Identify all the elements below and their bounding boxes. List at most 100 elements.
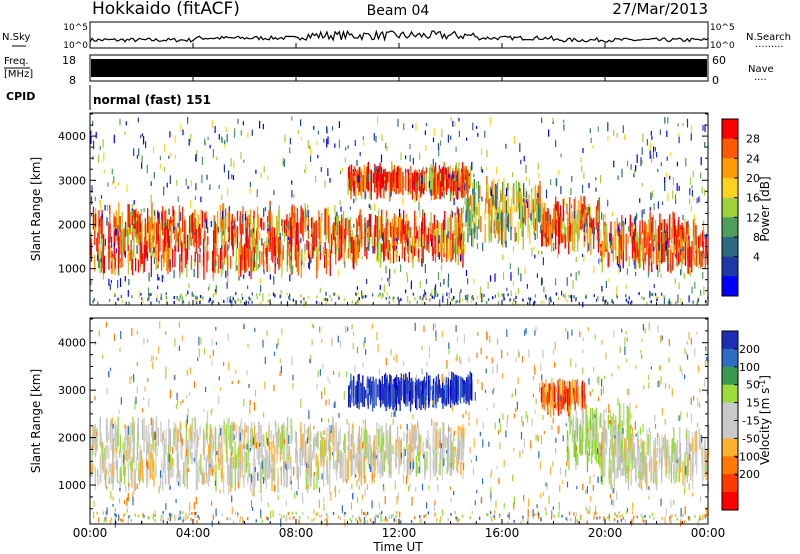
power-scatter-mark: [656, 265, 658, 270]
power-data-mark: [128, 232, 130, 245]
power-scatter-mark: [163, 186, 165, 196]
power-data-mark: [228, 207, 231, 237]
power-scatter-mark: [385, 265, 387, 274]
power-scatter-mark: [553, 222, 555, 230]
power-near-range-mark: [343, 298, 346, 302]
power-data-mark: [420, 227, 422, 247]
power-data-mark: [301, 208, 304, 232]
velocity-scatter-mark: [660, 376, 662, 385]
power-scatter-mark: [406, 272, 408, 277]
velocity-data-mark: [615, 467, 617, 480]
power-near-range-mark: [141, 297, 143, 301]
velocity-scatter-mark: [698, 402, 701, 408]
power-data-mark: [289, 258, 291, 270]
velocity-data-mark: [194, 429, 196, 459]
power-data-mark: [493, 196, 495, 209]
velocity-scatter-mark: [658, 366, 661, 371]
velocity-data-mark: [260, 461, 262, 492]
power-data-mark: [103, 234, 105, 251]
power-scatter-mark: [90, 130, 92, 135]
power-scatter-mark: [397, 118, 399, 127]
power-near-range-mark: [371, 293, 374, 297]
power-data-mark: [455, 165, 457, 196]
power-near-range-mark: [669, 301, 671, 305]
velocity-scatter-mark: [329, 431, 331, 440]
power-near-range-mark: [93, 298, 95, 301]
velocity-scatter-mark: [175, 499, 177, 503]
power-data-mark: [662, 231, 665, 244]
power-scatter-mark: [227, 244, 229, 251]
velocity-data-mark: [296, 450, 298, 478]
velocity-data-mark: [177, 429, 179, 460]
power-scatter-mark: [551, 233, 553, 239]
velocity-data-mark: [656, 435, 659, 446]
power-near-range-mark: [515, 296, 517, 300]
power-scatter-mark: [678, 282, 680, 290]
power-scatter-mark: [533, 247, 535, 251]
velocity-data-mark: [175, 439, 177, 451]
noise-right-tick-bottom: 10^0: [710, 41, 735, 51]
power-data-mark: [339, 234, 341, 255]
power-data-mark: [286, 214, 288, 229]
power-scatter-mark: [320, 167, 322, 172]
power-data-mark: [452, 174, 455, 196]
velocity-data-mark: [451, 441, 453, 466]
power-data-mark: [248, 238, 250, 268]
velocity-data-mark: [640, 437, 642, 449]
power-data-mark: [97, 249, 100, 269]
power-data-mark: [348, 219, 350, 237]
velocity-data-mark: [607, 415, 609, 430]
velocity-scatter-mark: [267, 437, 269, 446]
power-data-mark: [239, 211, 241, 235]
power-data-mark: [409, 226, 411, 238]
velocity-scatter-mark: [573, 392, 575, 398]
velocity-scatter-mark: [508, 512, 510, 520]
velocity-data-mark: [254, 459, 256, 487]
power-data-mark: [366, 220, 368, 235]
power-scatter-mark: [547, 238, 549, 242]
power-near-range-mark: [437, 293, 439, 297]
velocity-scatter-mark: [198, 336, 200, 346]
power-data-mark: [401, 219, 403, 241]
velocity-scatter-mark: [480, 498, 482, 504]
power-scatter-mark: [452, 121, 454, 127]
power-data-mark: [296, 242, 298, 273]
power-data-mark: [415, 215, 417, 233]
velocity-data-mark: [601, 460, 604, 485]
power-scatter-mark: [233, 128, 236, 138]
power-scatter-mark: [316, 140, 318, 146]
power-near-range-mark: [337, 294, 340, 298]
velocity-data-mark: [636, 439, 639, 464]
power-scatter-mark: [242, 121, 244, 126]
power-colorbar-tick-label: 4: [753, 251, 760, 264]
power-scatter-mark: [417, 257, 419, 263]
velocity-data-mark: [419, 462, 421, 474]
power-data-mark: [461, 232, 463, 250]
power-data-mark: [681, 222, 683, 240]
velocity-data-mark: [415, 427, 418, 441]
velocity-scatter-mark: [111, 417, 113, 425]
power-near-range-mark: [361, 295, 363, 299]
velocity-scatter-mark: [565, 423, 567, 427]
power-data-mark: [118, 241, 120, 251]
velocity-data-mark: [109, 421, 111, 438]
velocity-data-mark: [640, 452, 642, 481]
velocity-data-mark: [623, 438, 626, 460]
velocity-data-mark: [601, 445, 603, 471]
velocity-data-mark: [592, 412, 594, 430]
velocity-data-mark: [434, 450, 436, 471]
velocity-data-mark: [106, 444, 108, 454]
velocity-scatter-mark: [691, 492, 694, 497]
power-scatter-mark: [103, 169, 105, 174]
velocity-scatter-mark: [126, 436, 128, 441]
power-scatter-mark: [476, 125, 478, 129]
velocity-data-mark: [333, 426, 335, 453]
power-scatter-mark: [694, 281, 696, 289]
power-data-mark: [325, 211, 327, 231]
power-data-mark: [453, 170, 456, 183]
power-data-mark: [680, 229, 682, 248]
velocity-data-mark: [374, 435, 376, 452]
velocity-scatter-mark: [542, 415, 544, 420]
velocity-data-mark: [396, 426, 399, 442]
power-scatter-mark: [119, 260, 121, 267]
